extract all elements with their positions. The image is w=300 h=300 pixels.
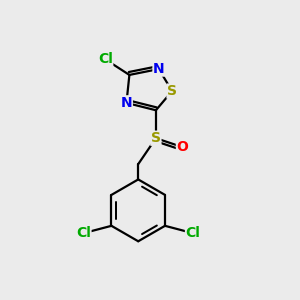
Text: N: N bbox=[153, 62, 165, 76]
Text: Cl: Cl bbox=[185, 226, 200, 240]
Text: N: N bbox=[121, 96, 132, 110]
Text: Cl: Cl bbox=[76, 226, 91, 240]
Text: Cl: Cl bbox=[98, 52, 113, 66]
Text: S: S bbox=[167, 84, 177, 98]
Text: O: O bbox=[176, 140, 188, 154]
Text: S: S bbox=[151, 131, 161, 145]
